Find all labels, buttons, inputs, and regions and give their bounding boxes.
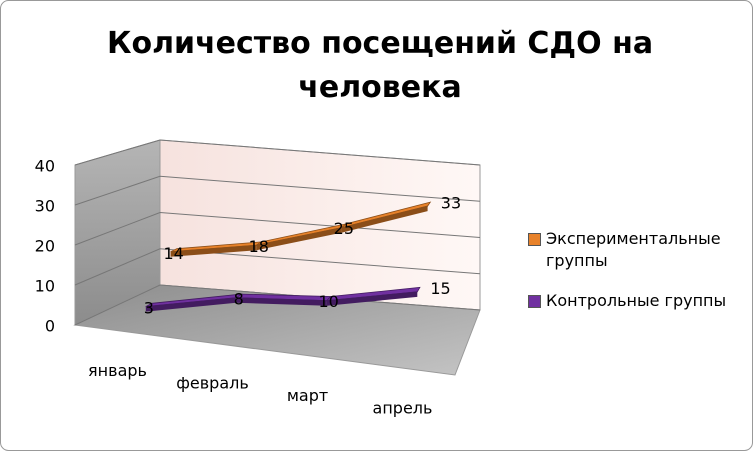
y-tick-label: 40 <box>35 157 55 176</box>
ribbon-side <box>256 227 342 251</box>
ribbon-side <box>170 245 257 257</box>
grid-line <box>74 284 481 326</box>
y-tick-label: 30 <box>35 197 55 216</box>
y-tick-label: 10 <box>35 277 55 296</box>
legend-swatch <box>528 295 541 308</box>
data-label: 25 <box>334 219 354 238</box>
legend-swatch <box>528 233 541 246</box>
grid-line <box>74 139 481 166</box>
data-label: 8 <box>234 289 244 308</box>
y-tick-label: 0 <box>45 317 55 336</box>
grid-line <box>74 248 481 286</box>
legend-item: Контрольные группы <box>528 290 753 312</box>
y-tick-label: 20 <box>35 237 55 256</box>
ribbon-side <box>326 291 418 306</box>
legend-label: Контрольные группы <box>546 291 727 310</box>
x-tick-label: январь <box>88 361 147 380</box>
legend-label: Экспериментальные группы <box>546 229 721 270</box>
x-tick-label: март <box>287 386 328 405</box>
x-tick-label: апрель <box>373 398 433 417</box>
series-line <box>145 291 418 308</box>
ribbon-side <box>145 297 237 312</box>
data-label: 18 <box>249 237 269 256</box>
ribbon-side <box>236 297 327 306</box>
data-label: 3 <box>144 298 154 317</box>
grid-line <box>74 211 481 246</box>
series-line <box>170 205 428 253</box>
data-label: 14 <box>163 244 183 263</box>
ribbon-side <box>341 206 428 233</box>
data-label: 10 <box>318 292 338 311</box>
data-label: 15 <box>430 279 450 298</box>
grid-line <box>74 175 481 206</box>
legend-item: Экспериментальные группы <box>528 228 753 272</box>
chart-title: Количество посещений СДО на человека <box>106 26 654 105</box>
data-label: 33 <box>441 194 461 213</box>
x-tick-label: февраль <box>176 373 249 392</box>
